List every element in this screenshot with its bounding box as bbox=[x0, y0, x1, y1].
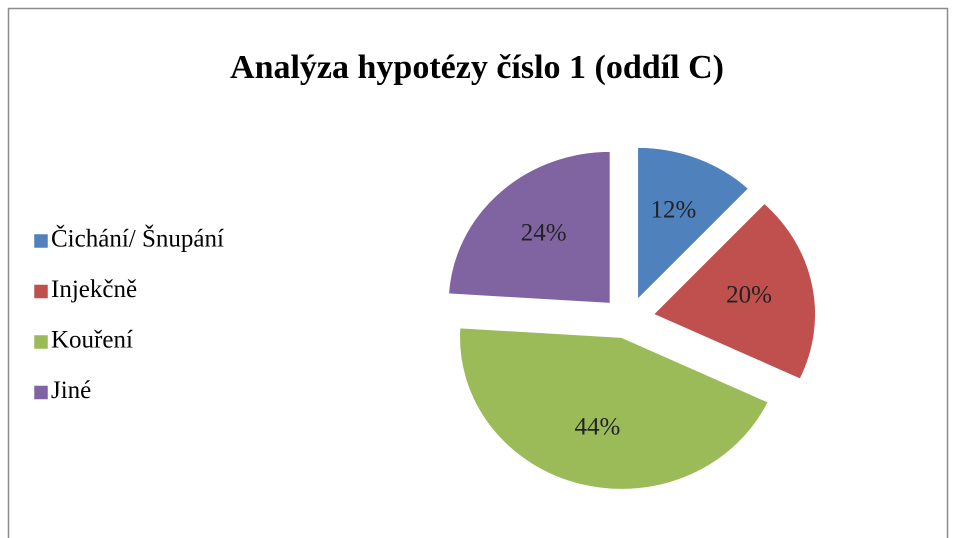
legend-swatch bbox=[33, 233, 49, 249]
value-label: 20% bbox=[726, 281, 772, 308]
value-label: 12% bbox=[650, 197, 696, 224]
pie-slice bbox=[637, 146, 750, 301]
legend-text: Jiné bbox=[51, 377, 91, 404]
legend-swatch bbox=[33, 385, 49, 400]
pie-slice bbox=[447, 150, 611, 304]
legend-swatch bbox=[33, 334, 49, 350]
pie-slice bbox=[459, 327, 769, 490]
legend-swatch bbox=[33, 284, 49, 299]
value-label: 44% bbox=[574, 413, 620, 440]
legend-text: Kouření bbox=[51, 327, 133, 354]
chart-title: Analýza hypotézy číslo 1 (oddíl C) bbox=[230, 49, 724, 86]
value-label: 24% bbox=[521, 219, 567, 246]
legend-text: Čichání/ Šnupání bbox=[51, 224, 224, 253]
chart-border bbox=[7, 7, 949, 538]
pie-slice bbox=[652, 202, 817, 380]
legend-text: Injekčně bbox=[51, 276, 137, 303]
